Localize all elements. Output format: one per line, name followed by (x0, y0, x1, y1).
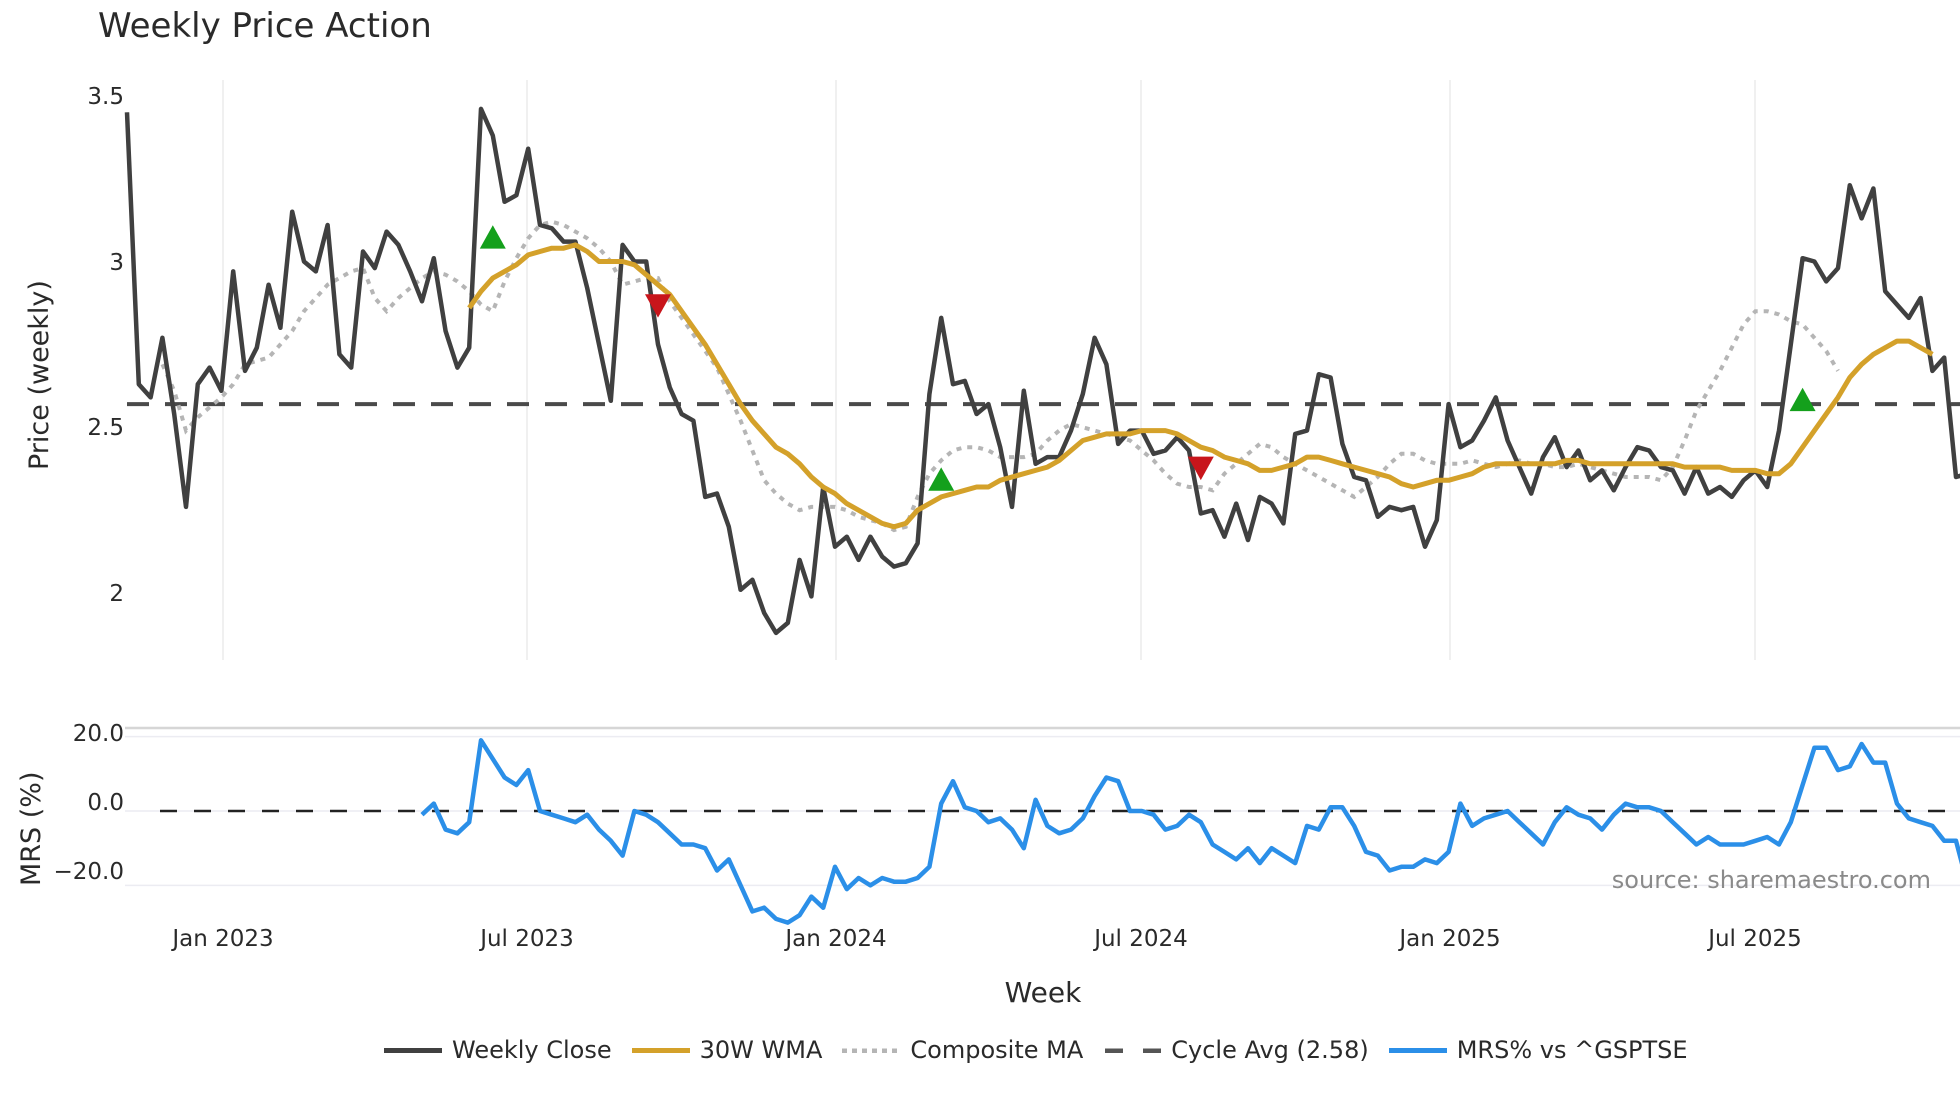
xtick-jul-2023: Jul 2023 (480, 926, 574, 952)
legend-item-composite-ma[interactable]: Composite MA (842, 1036, 1083, 1064)
price-axis-label: Price (weekly) (24, 280, 55, 470)
buy-signal-icon (479, 225, 506, 249)
source-note: source: sharemaestro.com (1611, 866, 1931, 894)
composite-ma-line (160, 219, 1840, 533)
dotted-line-icon (842, 1048, 901, 1053)
xtick-jan-2025: Jan 2025 (1399, 926, 1501, 952)
price-panel (124, 106, 1960, 636)
sell-signal-icon (1187, 456, 1214, 481)
sell-signal-icon (645, 294, 671, 318)
price-ytick: 2 (109, 581, 124, 607)
price-ytick: 3 (109, 250, 124, 276)
mrs-line (420, 738, 1960, 925)
xtick-jul-2025: Jul 2025 (1708, 926, 1802, 952)
buy-signal-icon (928, 467, 955, 491)
xtick-jan-2023: Jan 2023 (172, 926, 274, 952)
legend-label: 30W WMA (699, 1036, 823, 1064)
xtick-jul-2024: Jul 2024 (1094, 926, 1188, 952)
solid-line-icon (631, 1048, 690, 1053)
solid-line-icon (1388, 1048, 1447, 1053)
price-ytick: 3.5 (87, 84, 124, 110)
wma-line (467, 242, 1934, 530)
mrs-axis-label: MRS (%) (16, 771, 47, 887)
price-ytick: 2.5 (87, 415, 124, 441)
dashed-line-icon (1105, 1048, 1162, 1053)
buy-signal-icon (1789, 387, 1816, 412)
mrs-ytick: 20.0 (72, 721, 124, 747)
x-axis-label: Week (1004, 976, 1082, 1009)
legend-item-30w-wma[interactable]: 30W WMA (631, 1036, 823, 1064)
xtick-jan-2024: Jan 2024 (785, 926, 887, 952)
solid-line-icon (384, 1048, 442, 1053)
legend-label: Composite MA (910, 1036, 1084, 1064)
mrs-ytick: −20.0 (53, 859, 124, 885)
legend-item-mrs[interactable]: MRS% vs ^GSPTSE (1388, 1036, 1688, 1064)
legend-label: Cycle Avg (2.58) (1171, 1036, 1369, 1064)
legend-item-weekly-close[interactable]: Weekly Close (384, 1036, 612, 1064)
legend-label: MRS% vs ^GSPTSE (1456, 1036, 1688, 1064)
legend: Weekly Close 30W WMA Composite MA Cycle … (384, 1036, 1688, 1064)
weekly-close-line (124, 106, 1960, 636)
gridlines (125, 80, 1960, 887)
mrs-ytick: 0.0 (87, 790, 124, 816)
legend-label: Weekly Close (452, 1036, 612, 1064)
mrs-panel (160, 738, 1960, 925)
legend-item-cycle-avg[interactable]: Cycle Avg (2.58) (1103, 1036, 1369, 1064)
chart-title: Weekly Price Action (98, 6, 432, 46)
